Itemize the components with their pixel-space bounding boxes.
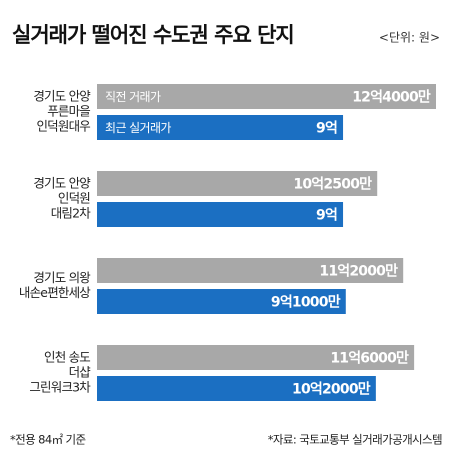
chart-title: 실거래가 떨어진 수도권 주요 단지 — [12, 23, 294, 47]
bar — [97, 289, 346, 314]
category-label: 인덕원대우 — [36, 119, 90, 134]
value-label: 9억 — [316, 208, 337, 224]
value-label: 10억2500만 — [293, 177, 372, 193]
source: *자료: 국토교통부 실거래가공개시스템 — [268, 433, 442, 447]
category-label: 더샵 — [69, 365, 92, 380]
bar — [97, 376, 376, 401]
bar — [97, 258, 404, 283]
unit-label: <단위: 원> — [379, 31, 440, 45]
bar — [97, 171, 378, 196]
value-label: 10억2000만 — [292, 382, 371, 398]
value-label: 11억6000만 — [330, 351, 409, 367]
series-label: 직전 거래가 — [105, 90, 161, 104]
value-label: 9억 — [316, 121, 337, 137]
footnote: *전용 84㎡ 기준 — [10, 433, 86, 447]
series-label: 최근 실거래가 — [105, 121, 171, 135]
category-label: 대림2차 — [51, 206, 92, 221]
category-label: 내손e편한세상 — [19, 285, 91, 300]
bar — [97, 202, 344, 227]
category-label: 인천 송도 — [44, 350, 90, 365]
value-label: 9억1000만 — [271, 295, 341, 311]
category-label: 경기도 안양 — [33, 89, 91, 104]
category-label: 경기도 안양 — [33, 176, 91, 191]
bar — [97, 345, 415, 370]
bar — [97, 115, 344, 140]
value-label: 12억4000만 — [352, 90, 431, 106]
value-label: 11억2000만 — [319, 264, 398, 280]
category-label: 그린워크3차 — [29, 380, 91, 395]
category-label: 인덕원 — [58, 191, 90, 206]
bar — [97, 84, 436, 109]
category-label: 경기도 의왕 — [33, 270, 91, 285]
category-label: 푸른마을 — [47, 104, 90, 119]
